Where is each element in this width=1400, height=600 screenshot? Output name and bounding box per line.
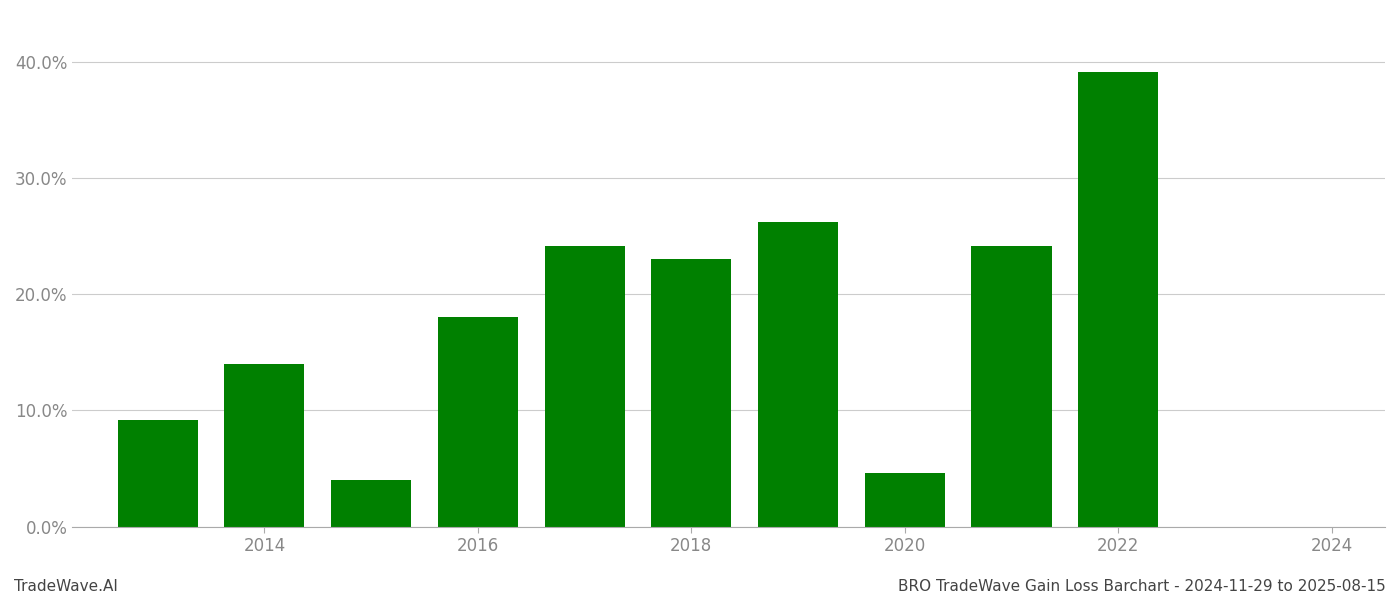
Bar bbox=[118, 419, 197, 527]
Bar bbox=[545, 247, 624, 527]
Text: BRO TradeWave Gain Loss Barchart - 2024-11-29 to 2025-08-15: BRO TradeWave Gain Loss Barchart - 2024-… bbox=[899, 579, 1386, 594]
Bar bbox=[972, 247, 1051, 527]
Bar bbox=[224, 364, 304, 527]
Bar bbox=[438, 317, 518, 527]
Bar bbox=[1078, 72, 1158, 527]
Bar bbox=[757, 222, 839, 527]
Bar bbox=[332, 480, 412, 527]
Bar bbox=[865, 473, 945, 527]
Bar bbox=[651, 259, 731, 527]
Text: TradeWave.AI: TradeWave.AI bbox=[14, 579, 118, 594]
